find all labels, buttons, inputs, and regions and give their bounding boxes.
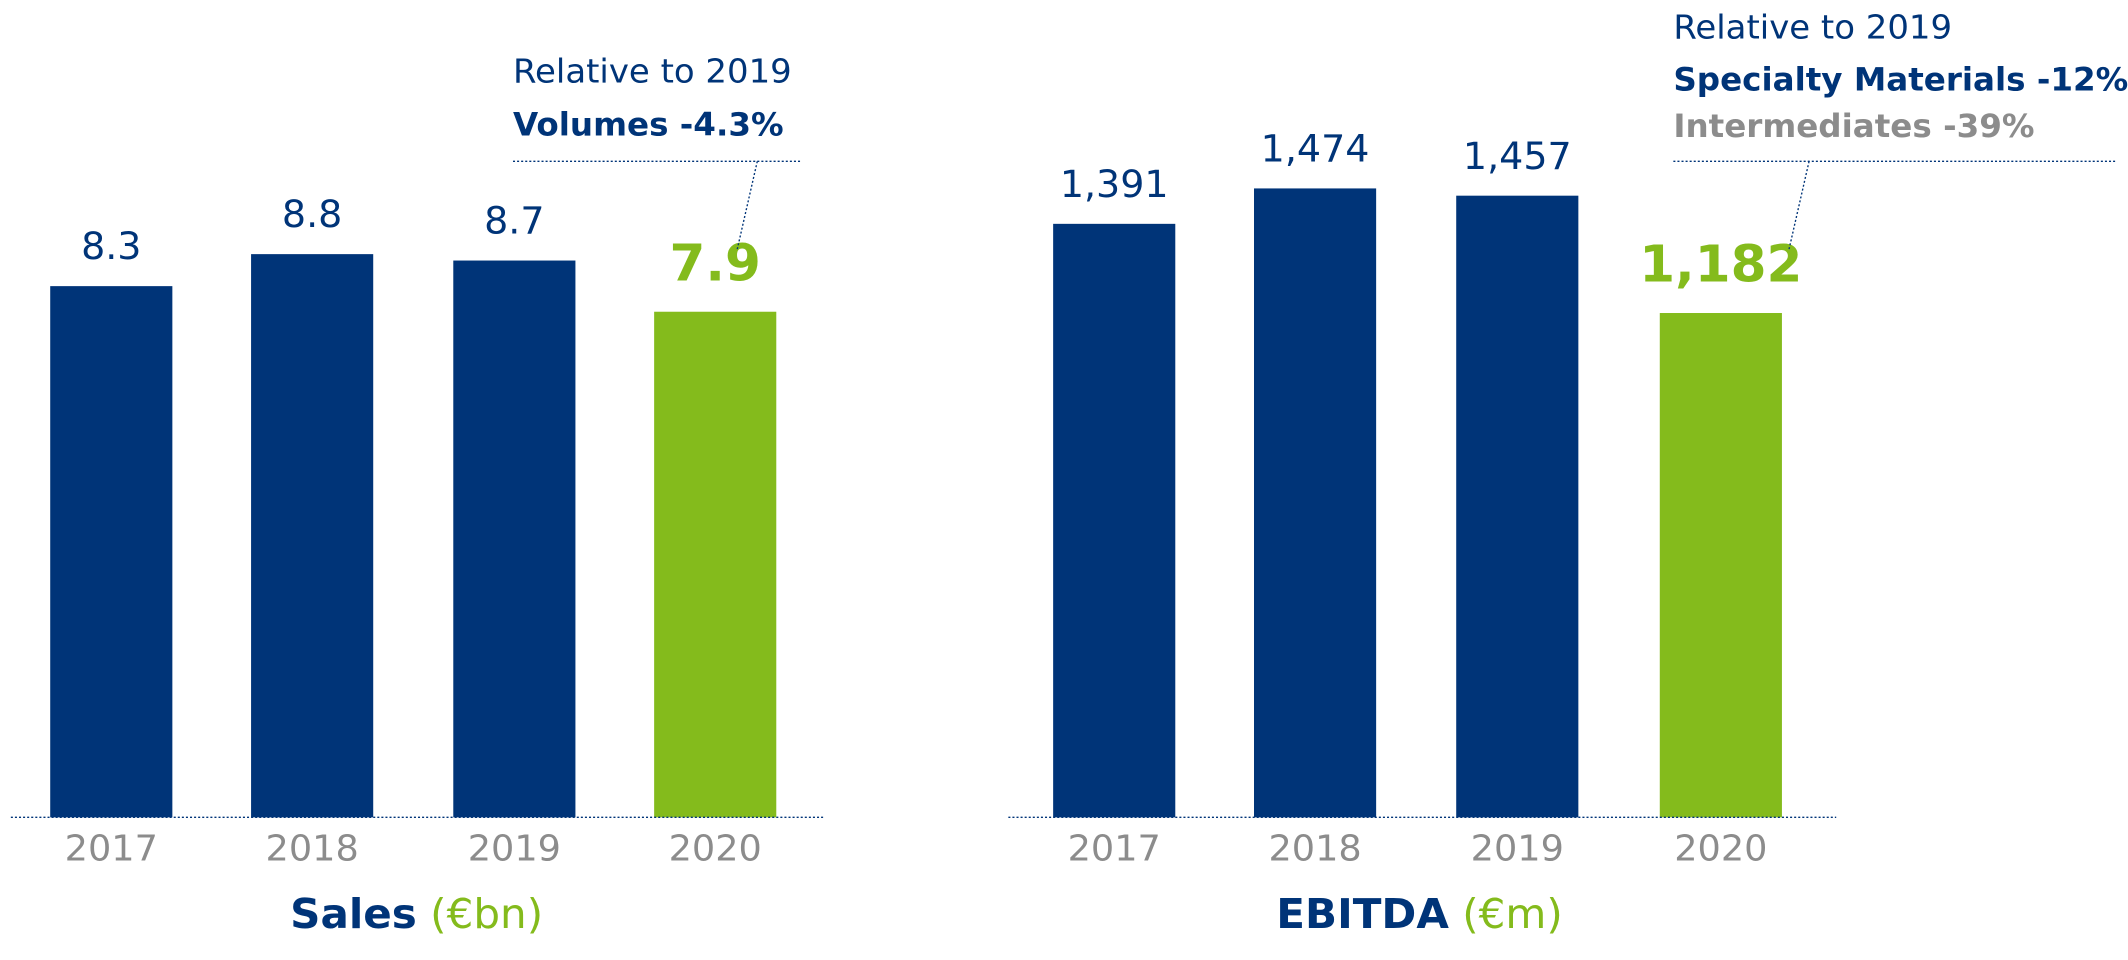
- data-label: 8.8: [282, 193, 342, 237]
- annotation-heading: Relative to 2019: [513, 52, 792, 91]
- x-tick-label: 2019: [1471, 827, 1564, 870]
- data-label: 1,474: [1261, 127, 1370, 171]
- annotation-heading: Relative to 2019: [1673, 8, 1952, 47]
- data-label: 8.7: [484, 199, 544, 243]
- annotation-connector: [1788, 161, 1810, 251]
- x-tick-label: 2020: [1674, 827, 1767, 870]
- x-tick-label: 2017: [65, 827, 158, 870]
- bar: [453, 260, 576, 818]
- x-tick-label: 2017: [1068, 827, 1161, 870]
- unit-text: (€bn): [430, 890, 543, 939]
- bar: [50, 286, 173, 818]
- chart-title: EBITDA (€m): [1276, 890, 1563, 939]
- bar: [1053, 223, 1176, 818]
- annotation-line: Intermediates -39%: [1673, 107, 2034, 145]
- data-label: 1,457: [1463, 134, 1572, 178]
- x-tick-label: 2018: [1268, 827, 1361, 870]
- title-text: EBITDA: [1276, 890, 1449, 939]
- data-label: 1,182: [1639, 236, 1802, 294]
- data-label: 7.9: [670, 235, 761, 293]
- annotation-line: Specialty Materials -12%: [1673, 61, 2128, 99]
- bar: [654, 311, 777, 818]
- bar: [1254, 188, 1377, 818]
- chart-title: Sales (€bn): [290, 890, 543, 939]
- unit-text: (€m): [1462, 890, 1563, 939]
- x-tick-label: 2020: [669, 827, 762, 870]
- title-text: Sales: [290, 890, 417, 939]
- bar: [251, 254, 374, 818]
- annotation-connector: [736, 161, 758, 251]
- bar: [1659, 313, 1782, 818]
- bar: [1456, 195, 1579, 818]
- annotation-line: Volumes -4.3%: [513, 106, 784, 144]
- x-tick-label: 2018: [266, 827, 359, 870]
- x-tick-label: 2019: [468, 827, 561, 870]
- data-label: 8.3: [81, 225, 141, 269]
- data-label: 1,391: [1060, 162, 1169, 206]
